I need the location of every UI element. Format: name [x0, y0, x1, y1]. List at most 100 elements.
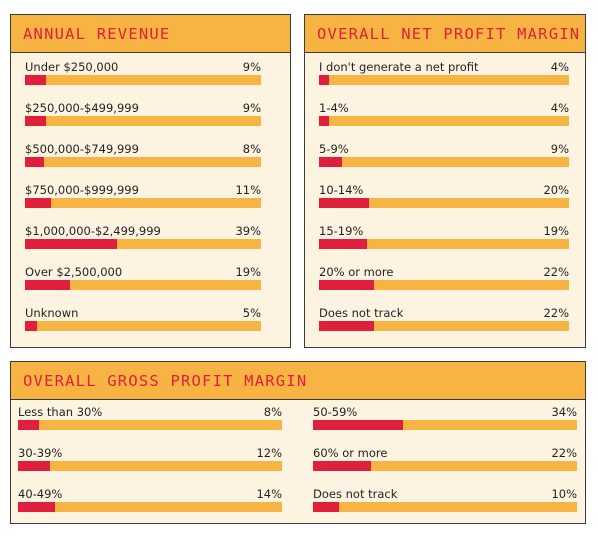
annual-revenue-header: ANNUAL REVENUE	[11, 15, 290, 53]
bar-row-30-39: 30-39% 12%	[18, 446, 282, 474]
category-label: 60% or more	[313, 446, 388, 460]
value-label: 22%	[543, 306, 569, 320]
net-profit-margin-header: OVERALL NET PROFIT MARGIN	[305, 15, 585, 53]
bar-fill	[319, 75, 329, 85]
gross-profit-margin-title: OVERALL GROSS PROFIT MARGIN	[23, 372, 308, 390]
bar-row-1-4: 1-4% 4%	[319, 101, 569, 129]
bar-track	[25, 239, 261, 249]
value-label: 12%	[256, 446, 282, 460]
bar-row-250-000-499-999: $250,000-$499,999 9%	[25, 101, 261, 129]
bar-track	[25, 116, 261, 126]
bar-fill	[313, 461, 372, 471]
bar-fill	[18, 461, 50, 471]
bar-row-50-59: 50-59% 34%	[313, 405, 577, 433]
bar-track	[313, 420, 577, 430]
value-label: 20%	[543, 183, 569, 197]
bar-row-does-not-track: Does not track 10%	[313, 487, 577, 515]
value-label: 14%	[256, 487, 282, 501]
bar-fill	[25, 157, 44, 167]
category-label: 50-59%	[313, 405, 358, 419]
value-label: 4%	[550, 101, 569, 115]
value-label: 39%	[235, 224, 261, 238]
bar-track	[25, 321, 261, 331]
bar-track	[319, 157, 569, 167]
bar-fill	[319, 280, 374, 290]
bar-row-does-not-track: Does not track 22%	[319, 306, 569, 334]
gross-profit-margin-header: OVERALL GROSS PROFIT MARGIN	[11, 362, 585, 400]
bar-track	[25, 157, 261, 167]
bar-row-1-000-000-2-499-999: $1,000,000-$2,499,999 39%	[25, 224, 261, 252]
category-label: $750,000-$999,999	[25, 183, 139, 197]
bar-row-over-2-500-000: Over $2,500,000 19%	[25, 265, 261, 293]
bar-fill	[319, 116, 329, 126]
bar-track	[319, 75, 569, 85]
bar-fill	[313, 420, 403, 430]
net-profit-margin-title: OVERALL NET PROFIT MARGIN	[317, 25, 581, 43]
gross-profit-margin-panel: OVERALL GROSS PROFIT MARGIN Less than 30…	[10, 361, 586, 524]
bar-fill	[25, 280, 70, 290]
value-label: 8%	[242, 142, 261, 156]
bar-row-10-14: 10-14% 20%	[319, 183, 569, 211]
bar-row-under-250-000: Under $250,000 9%	[25, 60, 261, 88]
category-label: Less than 30%	[18, 405, 103, 419]
bar-track	[25, 198, 261, 208]
annual-revenue-title: ANNUAL REVENUE	[23, 25, 171, 43]
value-label: 10%	[551, 487, 577, 501]
category-label: 10-14%	[319, 183, 364, 197]
category-label: Over $2,500,000	[25, 265, 123, 279]
bar-track	[319, 198, 569, 208]
value-label: 19%	[543, 224, 569, 238]
category-label: 5-9%	[319, 142, 349, 156]
category-label: 30-39%	[18, 446, 63, 460]
bar-fill	[18, 420, 40, 430]
bar-fill	[25, 239, 118, 249]
category-label: Does not track	[313, 487, 398, 501]
bar-row-i-don-t-generate-a-net-profit: I don't generate a net profit 4%	[319, 60, 569, 88]
category-label: 40-49%	[18, 487, 63, 501]
value-label: 19%	[235, 265, 261, 279]
value-label: 9%	[242, 60, 261, 74]
bar-fill	[319, 157, 342, 167]
bar-track	[319, 280, 569, 290]
bar-fill	[25, 198, 51, 208]
bar-fill	[18, 502, 55, 512]
bar-row-40-49: 40-49% 14%	[18, 487, 282, 515]
bar-track	[18, 420, 282, 430]
bar-track	[319, 239, 569, 249]
bar-track	[319, 321, 569, 331]
bar-track	[25, 75, 261, 85]
bar-row-60-or-more: 60% or more 22%	[313, 446, 577, 474]
category-label: Does not track	[319, 306, 404, 320]
bar-track	[319, 116, 569, 126]
bar-row-500-000-749-999: $500,000-$749,999 8%	[25, 142, 261, 170]
net-profit-margin-panel: OVERALL NET PROFIT MARGIN I don't genera…	[304, 14, 586, 348]
value-label: 5%	[242, 306, 261, 320]
annual-revenue-panel: ANNUAL REVENUE Under $250,000 9% $250,000-…	[10, 14, 291, 348]
bar-fill	[313, 502, 340, 512]
value-label: 9%	[242, 101, 261, 115]
bar-row-750-000-999-999: $750,000-$999,999 11%	[25, 183, 261, 211]
category-label: $500,000-$749,999	[25, 142, 139, 156]
category-label: 15-19%	[319, 224, 364, 238]
bar-row-15-19: 15-19% 19%	[319, 224, 569, 252]
value-label: 34%	[551, 405, 577, 419]
value-label: 22%	[551, 446, 577, 460]
category-label: I don't generate a net profit	[319, 60, 479, 74]
bar-fill	[319, 321, 374, 331]
value-label: 11%	[235, 183, 261, 197]
bar-fill	[25, 116, 47, 126]
bar-track	[18, 461, 282, 471]
value-label: 4%	[550, 60, 569, 74]
category-label: 1-4%	[319, 101, 349, 115]
bar-row-5-9: 5-9% 9%	[319, 142, 569, 170]
bar-track	[18, 502, 282, 512]
bar-fill	[25, 321, 37, 331]
category-label: $250,000-$499,999	[25, 101, 139, 115]
bar-row-less-than-30: Less than 30% 8%	[18, 405, 282, 433]
bar-track	[313, 502, 577, 512]
bar-fill	[25, 75, 47, 85]
bar-fill	[319, 198, 369, 208]
value-label: 9%	[550, 142, 569, 156]
bar-track	[25, 280, 261, 290]
bar-track	[313, 461, 577, 471]
